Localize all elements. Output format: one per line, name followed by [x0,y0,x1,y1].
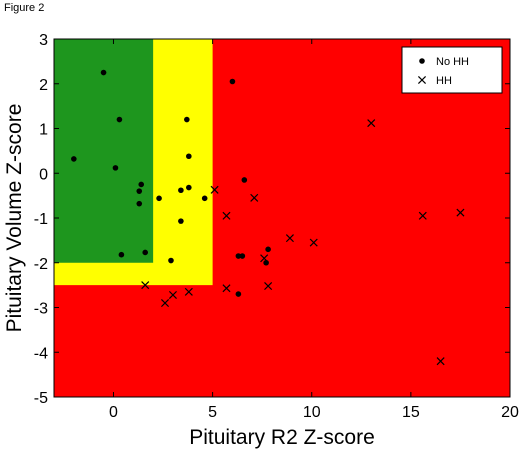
no-hh-point [235,291,242,297]
no-hh-point [235,253,242,259]
no-hh-point [136,188,143,194]
y-tick-label: -1 [34,211,48,228]
no-hh-point [100,69,107,76]
no-hh-point [239,253,246,259]
y-tick-label: -4 [34,345,48,362]
no-hh-point [142,249,148,256]
hh-point [168,290,177,299]
no-hh-point [229,78,236,85]
hh-point [264,281,273,291]
x-axis-title: Pituitary R2 Z-score [189,426,375,449]
x-tick-label: 15 [402,404,420,421]
hh-point [184,287,193,296]
no-hh-point [136,200,143,207]
no-hh-point [184,116,190,123]
no-hh-point [201,195,208,202]
no-hh-point [71,156,77,162]
hh-point [161,299,170,308]
legend-marker [419,58,425,64]
no-hh-point [265,246,271,253]
hh-point [222,284,231,293]
legend-label: HH [436,75,452,87]
y-tick-label: 0 [39,166,48,183]
x-tick-label: 5 [208,404,217,421]
hh-point [309,238,318,247]
legend: No HH HH [401,46,503,94]
hh-point [210,185,219,194]
no-hh-point [168,257,174,264]
no-hh-point [112,165,119,171]
y-tick-label: 3 [39,32,48,49]
points-layer [71,69,465,366]
y-tick-label: -3 [34,301,48,318]
x-tick-label: 0 [109,404,118,421]
x-tick-label: 20 [501,404,519,421]
hh-point [260,254,269,263]
no-hh-point [178,187,184,194]
hh-point [367,119,376,128]
y-tick-label: 1 [39,122,48,139]
y-tick-label: -5 [34,390,48,407]
hh-point [285,234,294,243]
hh-point [436,357,445,366]
hh-point [141,281,150,290]
no-hh-point [186,184,192,191]
no-hh-point [118,251,125,258]
no-hh-point [241,177,248,183]
legend-label: No HH [436,56,469,68]
region-layer [54,39,510,397]
hh-point [222,211,231,220]
hh-point [456,208,465,217]
y-axis-title: Pituitary Volume Z-score [3,104,26,333]
no-hh-point [178,218,184,224]
figure-label: Figure 2 [4,2,45,14]
plot-frame [53,38,511,398]
hh-point [250,193,259,202]
y-tick-label: -2 [34,256,48,273]
no-hh-point [186,153,192,160]
hh-point [418,211,427,220]
no-hh-point [156,195,162,202]
legend-marker [417,75,427,85]
x-tick-label: 10 [303,404,321,421]
legend-box [401,46,503,94]
region-2 [54,39,154,263]
no-hh-point [138,181,145,188]
y-tick-label: 2 [39,77,48,94]
no-hh-point [116,116,123,123]
